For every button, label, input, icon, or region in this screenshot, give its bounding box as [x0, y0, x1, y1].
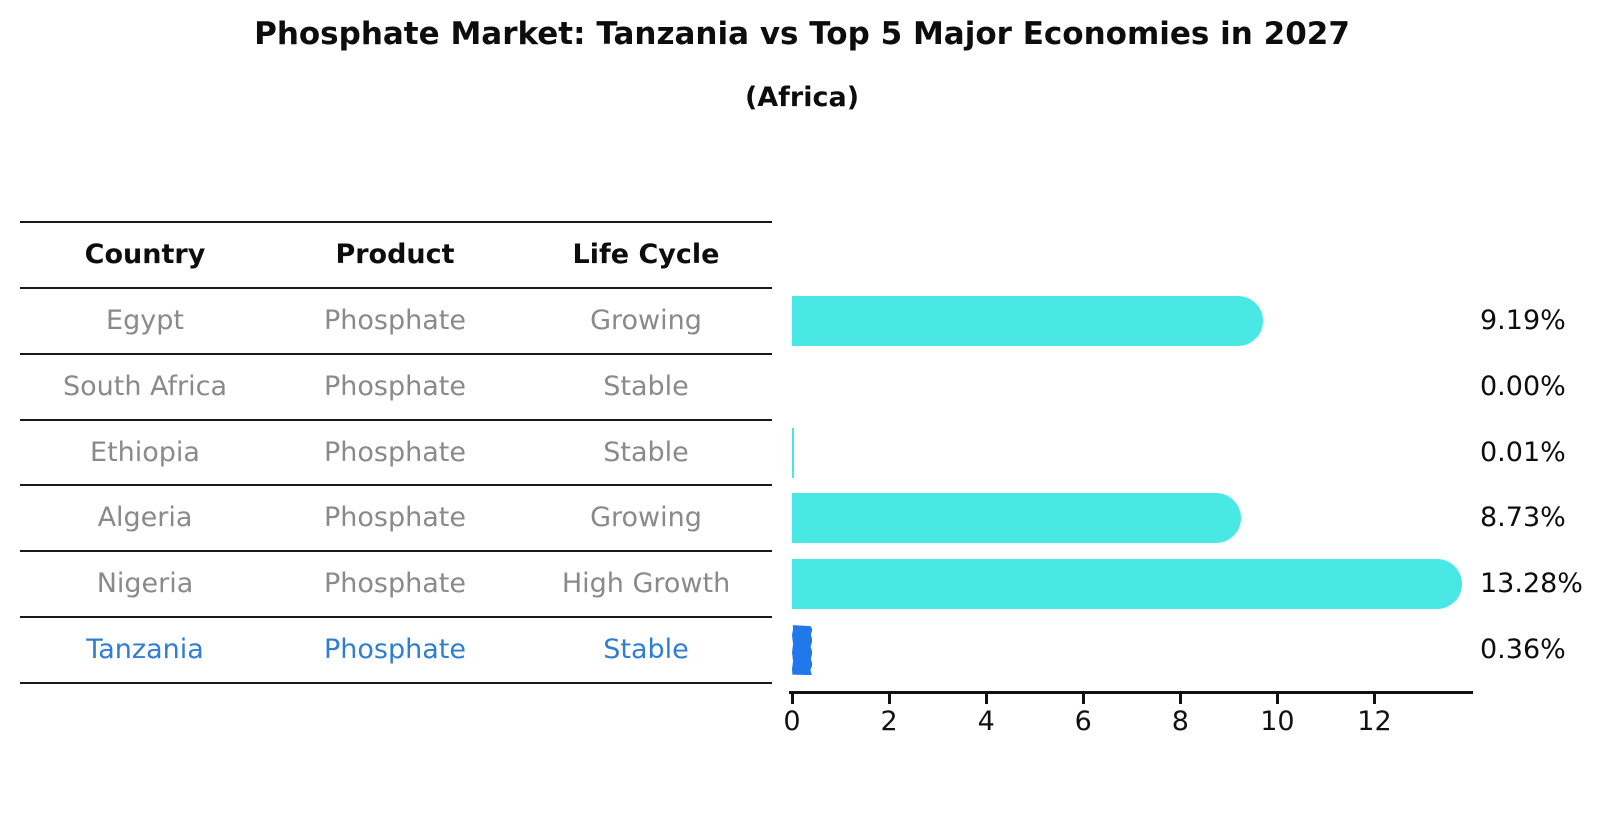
cell-product: Phosphate: [324, 436, 466, 468]
cell-country: South Africa: [62, 370, 228, 402]
table-row-divider: [20, 484, 772, 487]
cell-product: Phosphate: [324, 502, 466, 534]
x-axis-tick: [1373, 693, 1377, 704]
x-axis-line: [789, 691, 1473, 694]
cell-life-cycle: Stable: [603, 370, 689, 402]
chart-title: Phosphate Market: Tanzania vs Top 5 Majo…: [254, 16, 1350, 52]
value-label-tanzania: 0.36%: [1480, 634, 1566, 666]
x-axis-tick: [1276, 693, 1280, 704]
x-axis-tick: [888, 693, 892, 704]
bar-algeria: [792, 493, 1241, 544]
cell-country: Algeria: [97, 502, 193, 534]
value-label-nigeria: 13.28%: [1480, 568, 1583, 600]
bar-tanzania: [792, 625, 813, 676]
cell-product: Phosphate: [324, 304, 466, 336]
table-row-divider: [20, 682, 772, 684]
bar-egypt: [792, 295, 1264, 346]
chart-subtitle: (Africa): [744, 82, 860, 113]
table-row-divider: [20, 286, 772, 289]
table-row-divider: [20, 221, 772, 223]
cell-life-cycle: Growing: [590, 304, 702, 336]
value-label-ethiopia: 0.01%: [1480, 436, 1566, 468]
value-label-egypt: 9.19%: [1480, 304, 1566, 336]
x-axis-tick-label: 4: [977, 706, 995, 737]
x-axis-tick-label: 10: [1260, 706, 1295, 737]
cell-product: Phosphate: [324, 370, 466, 402]
x-axis-tick: [1082, 693, 1086, 704]
x-axis-tick: [1179, 693, 1183, 704]
table-row-divider: [20, 418, 772, 421]
value-label-south-africa: 0.00%: [1480, 370, 1566, 402]
table-row-divider: [20, 616, 772, 619]
x-axis-tick-label: 8: [1171, 706, 1189, 737]
table-row-divider: [20, 352, 772, 355]
cell-country: Ethiopia: [90, 436, 200, 468]
x-axis-tick-label: 12: [1357, 706, 1392, 737]
cell-life-cycle: Growing: [590, 502, 702, 534]
cell-product: Phosphate: [324, 634, 466, 666]
column-header-country: Country: [84, 239, 206, 270]
column-header-product: Product: [335, 239, 455, 270]
table-row-divider: [20, 550, 772, 553]
bar-nigeria: [792, 559, 1462, 610]
x-axis-tick: [791, 693, 794, 704]
cell-country: Tanzania: [86, 634, 204, 666]
value-label-algeria: 8.73%: [1480, 502, 1566, 534]
x-axis-tick-label: 6: [1074, 706, 1092, 737]
cell-country: Egypt: [106, 304, 184, 336]
cell-life-cycle: Stable: [603, 436, 689, 468]
x-axis-tick-label: 2: [880, 706, 898, 737]
bar-ethiopia: [792, 427, 794, 478]
cell-product: Phosphate: [324, 568, 466, 600]
cell-life-cycle: High Growth: [561, 568, 731, 600]
cell-life-cycle: Stable: [603, 634, 689, 666]
column-header-life-cycle: Life Cycle: [572, 239, 720, 270]
cell-country: Nigeria: [96, 568, 194, 600]
x-axis-tick: [985, 693, 989, 704]
x-axis-tick-label: 0: [783, 706, 801, 737]
